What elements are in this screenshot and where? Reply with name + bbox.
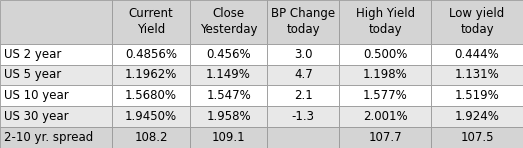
Text: 1.547%: 1.547%	[206, 89, 251, 102]
Text: 1.577%: 1.577%	[363, 89, 407, 102]
Bar	[431, 0, 523, 44]
Bar	[190, 65, 267, 85]
Text: 1.9450%: 1.9450%	[125, 110, 177, 123]
Bar	[112, 65, 190, 85]
Text: 2.1: 2.1	[294, 89, 313, 102]
Text: 0.500%: 0.500%	[363, 48, 407, 61]
Bar	[339, 65, 431, 85]
Bar	[431, 85, 523, 106]
Bar	[431, 106, 523, 127]
Bar	[431, 127, 523, 148]
Text: 1.149%: 1.149%	[206, 69, 251, 81]
Bar	[267, 0, 339, 44]
Text: 107.7: 107.7	[368, 131, 402, 144]
Bar	[190, 127, 267, 148]
Text: 1.958%: 1.958%	[206, 110, 251, 123]
Text: 109.1: 109.1	[212, 131, 245, 144]
Text: US 10 year: US 10 year	[4, 89, 69, 102]
Bar	[112, 85, 190, 106]
Bar	[190, 44, 267, 65]
Bar	[112, 0, 190, 44]
Bar	[190, 0, 267, 44]
Bar	[267, 44, 339, 65]
Text: 1.1962%: 1.1962%	[125, 69, 177, 81]
Bar	[112, 44, 190, 65]
Bar	[267, 65, 339, 85]
Text: Current
Yield: Current Yield	[129, 7, 174, 36]
Text: 107.5: 107.5	[460, 131, 494, 144]
Text: 108.2: 108.2	[134, 131, 168, 144]
Text: 0.456%: 0.456%	[206, 48, 251, 61]
Bar	[0, 85, 112, 106]
Text: US 30 year: US 30 year	[4, 110, 69, 123]
Text: 1.5680%: 1.5680%	[125, 89, 177, 102]
Bar	[190, 85, 267, 106]
Text: High Yield
today: High Yield today	[356, 7, 415, 36]
Text: US 5 year: US 5 year	[4, 69, 61, 81]
Text: 1.131%: 1.131%	[454, 69, 499, 81]
Bar	[112, 127, 190, 148]
Bar	[267, 127, 339, 148]
Bar	[339, 85, 431, 106]
Bar	[0, 106, 112, 127]
Text: 2.001%: 2.001%	[363, 110, 407, 123]
Text: 3.0: 3.0	[294, 48, 313, 61]
Bar	[112, 106, 190, 127]
Bar	[190, 106, 267, 127]
Text: Close
Yesterday: Close Yesterday	[200, 7, 257, 36]
Bar	[0, 44, 112, 65]
Bar	[267, 85, 339, 106]
Text: Low yield
today: Low yield today	[449, 7, 505, 36]
Bar	[431, 65, 523, 85]
Bar	[339, 106, 431, 127]
Text: 2-10 yr. spread: 2-10 yr. spread	[4, 131, 94, 144]
Bar	[339, 0, 431, 44]
Bar	[431, 44, 523, 65]
Text: 0.444%: 0.444%	[454, 48, 499, 61]
Bar	[0, 0, 112, 44]
Text: 0.4856%: 0.4856%	[125, 48, 177, 61]
Text: 1.924%: 1.924%	[454, 110, 499, 123]
Bar	[0, 65, 112, 85]
Bar	[339, 127, 431, 148]
Text: BP Change
today: BP Change today	[271, 7, 335, 36]
Bar	[0, 127, 112, 148]
Text: 4.7: 4.7	[294, 69, 313, 81]
Text: -1.3: -1.3	[292, 110, 315, 123]
Text: 1.519%: 1.519%	[454, 89, 499, 102]
Text: 1.198%: 1.198%	[363, 69, 407, 81]
Bar	[267, 106, 339, 127]
Text: US 2 year: US 2 year	[4, 48, 62, 61]
Bar	[339, 44, 431, 65]
